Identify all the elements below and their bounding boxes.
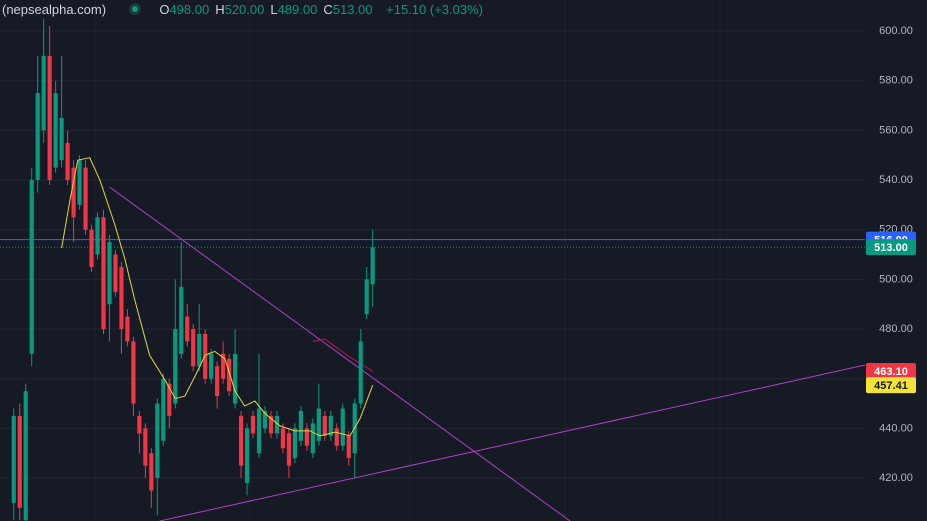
y-tick-label: 580.00 bbox=[879, 75, 913, 87]
candle-body bbox=[29, 180, 34, 354]
candle-body bbox=[173, 329, 178, 404]
candle-body bbox=[364, 279, 369, 315]
candle-body bbox=[274, 415, 280, 434]
candle-body bbox=[17, 415, 22, 508]
trendline bbox=[109, 186, 571, 521]
candle-body bbox=[298, 410, 303, 441]
candle-body bbox=[65, 142, 70, 181]
candle-body bbox=[316, 408, 321, 441]
y-tick-label: 500.00 bbox=[879, 273, 913, 285]
candle-body bbox=[358, 341, 363, 404]
ohlc-key: L bbox=[270, 2, 278, 17]
candle-body bbox=[280, 428, 286, 449]
candle-body bbox=[227, 358, 232, 392]
candle-body bbox=[143, 428, 148, 466]
candle-body bbox=[77, 160, 82, 205]
candle-body bbox=[244, 428, 250, 484]
candle-body bbox=[221, 353, 226, 379]
y-tick-label: 440.00 bbox=[879, 422, 913, 434]
candle-body bbox=[71, 167, 76, 218]
ohlc: O498.00 H520.00 L489.00 C513.00 bbox=[159, 2, 378, 17]
candle-body bbox=[304, 428, 309, 446]
ohlc-text: 520.00 bbox=[224, 2, 265, 17]
candle-body bbox=[161, 378, 166, 441]
candle-body bbox=[179, 286, 184, 354]
candle-body bbox=[185, 316, 190, 342]
moving-average bbox=[61, 157, 374, 437]
axis-tag bbox=[866, 239, 916, 256]
candle-body bbox=[209, 353, 214, 379]
candle-body bbox=[370, 247, 375, 285]
candle-body bbox=[119, 266, 124, 330]
candle-body bbox=[125, 316, 130, 342]
y-tick-label: 420.00 bbox=[879, 472, 913, 484]
candle-body bbox=[292, 428, 298, 459]
axis-tag bbox=[866, 363, 916, 380]
candle-body bbox=[155, 403, 160, 479]
candle-body bbox=[286, 433, 292, 466]
candle-body bbox=[113, 254, 118, 292]
y-tick-label: 540.00 bbox=[879, 174, 913, 186]
axis-tag bbox=[866, 377, 916, 394]
axis-tag-label: 457.41 bbox=[874, 380, 908, 392]
ohlc-text: 498.00 bbox=[169, 2, 210, 17]
candle-body bbox=[95, 217, 100, 255]
candle-body bbox=[11, 415, 16, 503]
y-tick-label: 480.00 bbox=[879, 323, 913, 335]
ohlc-key: C bbox=[323, 2, 333, 17]
candle-body bbox=[83, 167, 88, 230]
candle-body bbox=[232, 353, 238, 404]
ohlc-key: H bbox=[215, 2, 225, 17]
axis-tag-label: 463.10 bbox=[874, 366, 908, 378]
ohlc-text: 489.00 bbox=[277, 2, 318, 17]
candle-body bbox=[137, 415, 142, 434]
candle-body bbox=[346, 435, 351, 459]
candle-body bbox=[101, 217, 106, 330]
candle-body bbox=[191, 329, 196, 367]
candle-body bbox=[131, 341, 136, 404]
status-dot bbox=[128, 3, 141, 15]
trendline bbox=[159, 364, 866, 521]
candle-body bbox=[41, 55, 46, 131]
candle-body bbox=[268, 415, 274, 434]
change: +15.10 (+3.03%) bbox=[386, 2, 483, 17]
ohlc-key: O bbox=[159, 2, 170, 17]
y-tick-label: 560.00 bbox=[879, 124, 913, 136]
candle-body bbox=[215, 366, 220, 397]
candle-body bbox=[262, 410, 268, 429]
trendline bbox=[312, 338, 373, 372]
candle-body bbox=[203, 334, 208, 379]
candle-body bbox=[59, 117, 64, 161]
vertical-grid bbox=[94, 0, 721, 521]
candle-body bbox=[334, 428, 339, 446]
candle-body bbox=[322, 415, 327, 436]
candle-body bbox=[256, 408, 262, 454]
ohlc-text: 513.00 bbox=[332, 2, 373, 17]
candle-body bbox=[340, 408, 345, 446]
y-tick-label: 600.00 bbox=[879, 25, 913, 37]
header: (nepsealpha.com) O498.00 H520.00 L489.00 C5… bbox=[2, 2, 487, 17]
candle-body bbox=[107, 242, 112, 305]
axis-tag-label: 513.00 bbox=[874, 242, 908, 254]
candle-body bbox=[328, 415, 333, 436]
candle-body bbox=[35, 93, 40, 181]
source: (nepsealpha.com) bbox=[2, 2, 107, 17]
candle-body bbox=[238, 415, 244, 466]
candle-body bbox=[149, 453, 154, 491]
candle-body bbox=[197, 334, 202, 367]
candle-body bbox=[250, 415, 256, 434]
candle-body bbox=[89, 229, 94, 267]
candle-body bbox=[53, 93, 58, 168]
candle-body bbox=[310, 423, 315, 454]
candle-body bbox=[167, 383, 172, 416]
candle-body bbox=[47, 55, 52, 181]
candle-body bbox=[23, 391, 28, 521]
